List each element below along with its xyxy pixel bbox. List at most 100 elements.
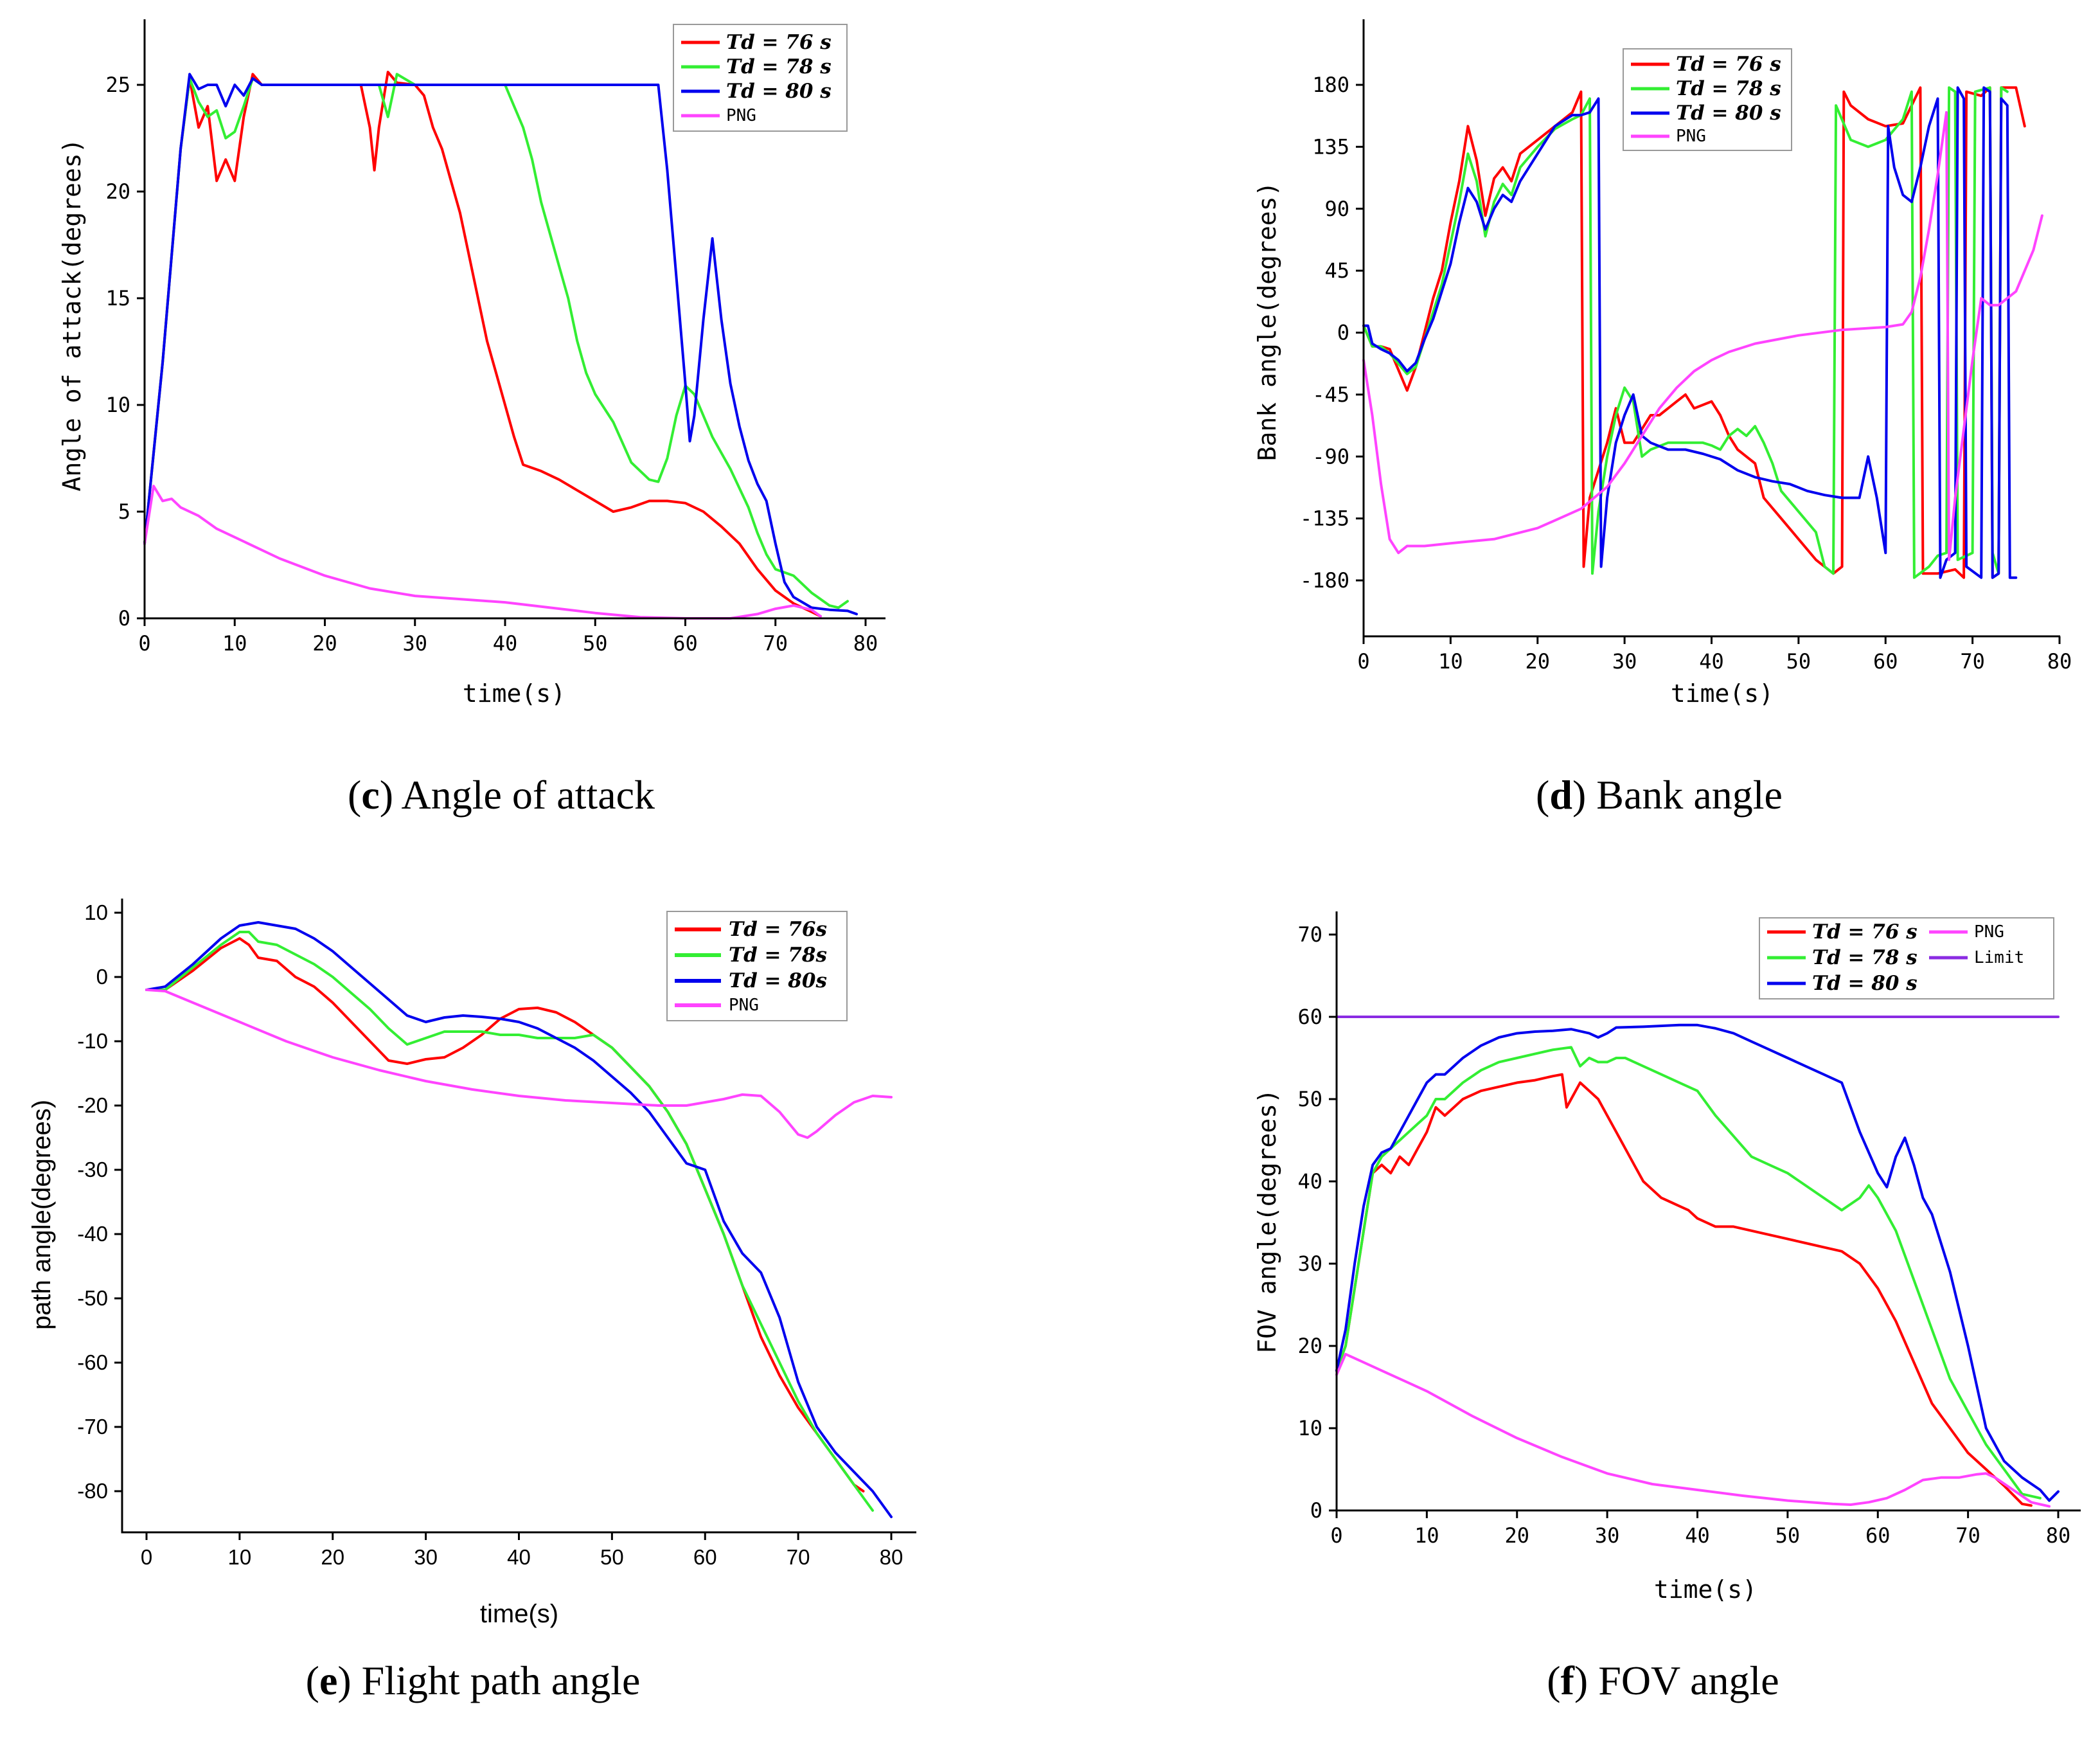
caption-text: FOV angle [1598, 1658, 1779, 1703]
fov-angle-series [1335, 1016, 2060, 1508]
x-tick-label: 0 [138, 631, 150, 656]
y-tick-label: 5 [118, 499, 130, 524]
angle-of-attack-series [143, 71, 858, 620]
flight-path-angle-axes [121, 899, 916, 1534]
y-tick-label: 0 [1337, 321, 1349, 345]
angle-of-attack-ylabel: Angle of attack(degrees) [58, 138, 86, 491]
x-tick-label: 30 [1595, 1523, 1620, 1548]
legend-label-td76: Td = 76 s [1812, 920, 1918, 944]
y-tick-label: 90 [1324, 197, 1349, 221]
legend-label-td80: Td = 80s [729, 969, 827, 992]
y-tick-label: -80 [77, 1479, 108, 1503]
panel-fov-angle: 0 10 20 30 40 50 60 70 80 0 10 20 30 40 50 60 70 time(s)… [1253, 911, 2081, 1703]
y-tick-label: 0 [118, 606, 130, 631]
series-line-td-78-s [1335, 1046, 2042, 1500]
y-tick-label: 30 [1297, 1251, 1322, 1276]
legend-label-limit: Limit [1974, 948, 2024, 967]
y-tick-label: 25 [105, 73, 130, 97]
series-line-td-80s [145, 921, 893, 1518]
series-line-td-76-s [1335, 1073, 2033, 1507]
x-tick-label: 70 [1955, 1523, 1980, 1548]
fov-angle-caption: (f) FOV angle [1547, 1658, 1779, 1703]
y-tick-label: 10 [1297, 1416, 1322, 1440]
x-tick-label: 40 [1699, 649, 1724, 674]
angle-of-attack-xlabel: time(s) [463, 679, 565, 708]
bank-angle-xlabel: time(s) [1671, 679, 1774, 708]
y-tick-label: 180 [1312, 73, 1349, 97]
caption-letter: e [319, 1658, 337, 1703]
y-tick-label: 0 [1310, 1498, 1322, 1523]
panel-bank-angle: 0 10 20 30 40 50 60 70 80 -180 -135 -90 -45 0 45 90 135 1… [1253, 19, 2072, 818]
legend-label-td76: Td = 76 s [726, 31, 832, 54]
fov-angle-legend: Td = 76 s Td = 78 s Td = 80 s PNG Limit [1759, 917, 2054, 999]
x-tick-label: 30 [414, 1545, 438, 1569]
flight-path-angle-series [145, 921, 893, 1518]
legend-label-td78: Td = 78 s [726, 55, 832, 78]
x-tick-label: 20 [312, 631, 337, 656]
x-tick-label: 40 [1685, 1523, 1710, 1548]
legend-label-png: PNG [726, 106, 756, 125]
y-tick-label: 70 [1297, 922, 1322, 947]
x-tick-label: 80 [2046, 1523, 2071, 1548]
y-tick-label: 20 [105, 179, 130, 204]
x-tick-label: 10 [1414, 1523, 1439, 1548]
angle-of-attack-legend: Td = 76 s Td = 78 s Td = 80 s PNG [673, 24, 848, 132]
legend-label-td76: Td = 76s [729, 918, 827, 941]
legend-label-td80: Td = 80 s [1812, 972, 1918, 995]
y-tick-label: 45 [1324, 258, 1349, 283]
flight-path-angle-ticks: 0 10 20 30 40 50 60 70 80 10 0 -10 -20 -30 -40 -50 -60 -7… [77, 900, 903, 1569]
y-tick-label: -90 [1312, 444, 1349, 469]
x-tick-label: 0 [1330, 1523, 1342, 1548]
legend-label-td80: Td = 80 s [1676, 102, 1781, 125]
caption-letter: f [1561, 1658, 1575, 1703]
x-tick-label: 50 [600, 1545, 624, 1569]
y-tick-label: 10 [84, 900, 108, 924]
y-tick-label: -70 [77, 1415, 108, 1438]
y-tick-label: 20 [1297, 1334, 1322, 1358]
x-tick-label: 30 [402, 631, 427, 656]
bank-angle-legend: Td = 76 s Td = 78 s Td = 80 s PNG [1623, 48, 1792, 151]
x-tick-label: 80 [853, 631, 878, 656]
legend-label-png: PNG [729, 996, 759, 1015]
x-tick-label: 60 [693, 1545, 717, 1569]
flight-path-angle-caption: (e) Flight path angle [306, 1658, 641, 1703]
x-tick-label: 30 [1612, 649, 1637, 674]
y-tick-label: -30 [77, 1158, 108, 1181]
x-tick-label: 50 [583, 631, 608, 656]
caption-text: Angle of attack [402, 772, 655, 818]
series-line-png [1362, 111, 2043, 561]
y-tick-label: 10 [105, 393, 130, 417]
legend-label-td78: Td = 78 s [1676, 77, 1781, 100]
series-line-png [1335, 1352, 2051, 1508]
y-tick-label: -45 [1312, 382, 1349, 407]
series-line-td-78s [145, 931, 874, 1512]
series-line-td-80-s [143, 73, 858, 616]
y-tick-label: -50 [77, 1286, 108, 1310]
legend-label-png: PNG [1974, 922, 2004, 942]
legend-label-td78: Td = 78 s [1812, 946, 1918, 969]
x-tick-label: 80 [880, 1545, 903, 1569]
y-tick-label: -60 [77, 1350, 108, 1374]
series-line-td-80-s [1362, 86, 2018, 579]
bank-angle-ticks: 0 10 20 30 40 50 60 70 80 -180 -135 -90 -45 0 45 90 135 1… [1300, 73, 2072, 674]
x-tick-label: 20 [321, 1545, 344, 1569]
x-tick-label: 70 [1960, 649, 1985, 674]
x-tick-label: 60 [673, 631, 698, 656]
flight-path-angle-xlabel: time(s) [480, 1600, 558, 1628]
bank-angle-series [1362, 86, 2043, 579]
fov-angle-xlabel: time(s) [1654, 1575, 1757, 1604]
y-tick-label: -135 [1300, 506, 1349, 531]
legend-label-png: PNG [1676, 127, 1706, 146]
x-tick-label: 50 [1775, 1523, 1801, 1548]
bank-angle-caption: (d) Bank angle [1536, 772, 1783, 818]
x-tick-label: 80 [2047, 649, 2072, 674]
series-line-png [145, 989, 893, 1139]
flight-path-angle-ylabel: path angle(degrees) [28, 1100, 56, 1330]
panel-flight-path-angle: 0 10 20 30 40 50 60 70 80 10 0 -10 -20 -30 -40 -50 -60 -7… [28, 899, 916, 1703]
y-tick-label: 60 [1297, 1005, 1322, 1029]
y-tick-label: 135 [1312, 134, 1349, 159]
series-line-td-80-s [1335, 1023, 2060, 1502]
y-tick-label: -180 [1300, 568, 1349, 593]
y-tick-label: 40 [1297, 1169, 1322, 1194]
